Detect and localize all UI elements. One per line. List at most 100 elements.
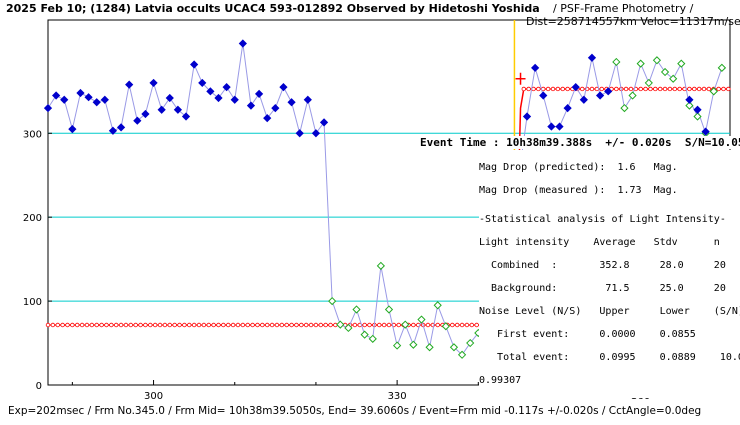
background-model-point: [206, 322, 211, 328]
background-model-point: [94, 322, 99, 328]
background-model-point: [299, 322, 304, 328]
x-tick-label: 300: [144, 391, 163, 402]
combined-model-point: [589, 86, 595, 92]
combined-model-point: [628, 86, 634, 92]
background-model-point: [411, 322, 416, 328]
background-model-point: [455, 322, 460, 328]
background-model-point: [75, 322, 80, 328]
data-point-blue: [125, 80, 134, 89]
background-model-point: [240, 322, 246, 328]
background-model-point: [328, 322, 333, 328]
data-point-blue: [238, 39, 247, 48]
background-model-point: [294, 322, 299, 328]
data-point-blue: [263, 114, 272, 123]
data-point-green: [612, 57, 621, 67]
combined-model-point: [657, 86, 663, 92]
data-point-blue: [563, 103, 572, 113]
background-model-point: [425, 322, 431, 328]
data-point-green: [466, 338, 475, 348]
background-model-point: [157, 322, 163, 328]
data-point-green: [393, 341, 402, 350]
background-model-point: [377, 322, 382, 328]
combined-model-point: [687, 86, 692, 92]
background-model-point: [474, 322, 479, 328]
data-point-blue: [230, 95, 239, 104]
data-point-blue: [206, 87, 215, 96]
background-model-point: [65, 322, 70, 328]
background-model-point: [128, 322, 134, 328]
data-point-blue: [693, 105, 702, 114]
background-model-point: [45, 322, 51, 328]
combined-model-point: [672, 86, 677, 92]
data-point-blue: [149, 78, 158, 88]
combined-model-point: [696, 86, 702, 92]
combined-model-point: [599, 86, 604, 92]
data-point-blue: [587, 53, 597, 62]
background-model-point: [284, 322, 289, 328]
background-model-point: [177, 322, 182, 328]
data-point-blue: [76, 88, 85, 98]
background-model-point: [230, 322, 236, 328]
data-point-blue: [595, 91, 605, 100]
data-point-green: [636, 59, 645, 68]
y-tick-label: 0: [36, 381, 42, 392]
background-model-point: [70, 322, 75, 328]
noise-level-header: Noise Level (N/S) Upper Lower (S/N): [479, 305, 740, 317]
data-point-blue: [222, 83, 231, 92]
background-model-point: [313, 322, 319, 328]
background-model-point: [274, 322, 280, 328]
data-point-green: [709, 87, 718, 96]
background-model-point: [260, 322, 265, 328]
chart-method: / PSF-Frame Photometry /: [553, 2, 694, 15]
chart-title: 2025 Feb 10; (1284) Latvia occults UCAC4…: [6, 2, 540, 15]
background-model-point: [469, 322, 475, 328]
data-point-blue: [165, 93, 174, 103]
background-model-point: [435, 322, 440, 328]
combined-model-point: [721, 86, 726, 92]
background-model-point: [123, 322, 129, 328]
combined-model-point: [545, 86, 551, 92]
background-model-point: [84, 322, 90, 328]
data-point-green: [717, 63, 726, 72]
data-point-blue: [555, 122, 564, 131]
background-model-point: [381, 322, 387, 328]
background-model-point: [464, 322, 470, 328]
data-point-green: [449, 343, 459, 352]
background-model-point: [235, 322, 241, 328]
mag-drop-measured: Mag Drop (measured ): 1.73 Mag.: [479, 184, 678, 196]
background-model-point: [104, 322, 109, 328]
stats-combined-row: Combined : 352.8 28.0 20: [479, 259, 726, 271]
data-point-green: [360, 330, 369, 339]
background-model-point: [167, 322, 172, 328]
background-model-point: [162, 322, 168, 328]
combined-model-point: [550, 86, 556, 92]
data-point-blue: [254, 89, 264, 98]
combined-model-point: [526, 86, 531, 92]
y-tick-label: 300: [23, 129, 42, 140]
data-point-green: [660, 67, 670, 77]
data-point-blue: [246, 101, 256, 110]
noise-total-event: Total event: 0.0995 0.0889 10.05: [479, 351, 740, 363]
background-model-point: [303, 322, 309, 328]
background-model-point: [396, 322, 401, 328]
data-point-blue: [531, 63, 540, 72]
data-point-blue: [92, 98, 101, 107]
event-time-label: Event Time : 10h38m39.388s +/- 0.020s S/…: [420, 136, 740, 149]
background-model-point: [133, 322, 138, 328]
stats-section-title: -Statistical analysis of Light Intensity…: [479, 213, 726, 225]
combined-model-point: [706, 86, 712, 92]
data-point-blue: [604, 87, 613, 96]
combined-model-point: [623, 86, 629, 92]
data-point-green: [652, 56, 662, 65]
background-model-point: [79, 322, 85, 328]
data-point-blue: [173, 105, 183, 114]
background-model-point: [279, 322, 285, 328]
combined-model-point: [648, 86, 653, 92]
background-model-point: [182, 322, 187, 328]
data-point-green: [344, 323, 353, 333]
background-model-point: [352, 322, 358, 328]
data-point-blue: [157, 105, 166, 114]
background-model-point: [323, 322, 328, 328]
background-model-point: [221, 322, 226, 328]
data-point-green: [669, 74, 678, 83]
